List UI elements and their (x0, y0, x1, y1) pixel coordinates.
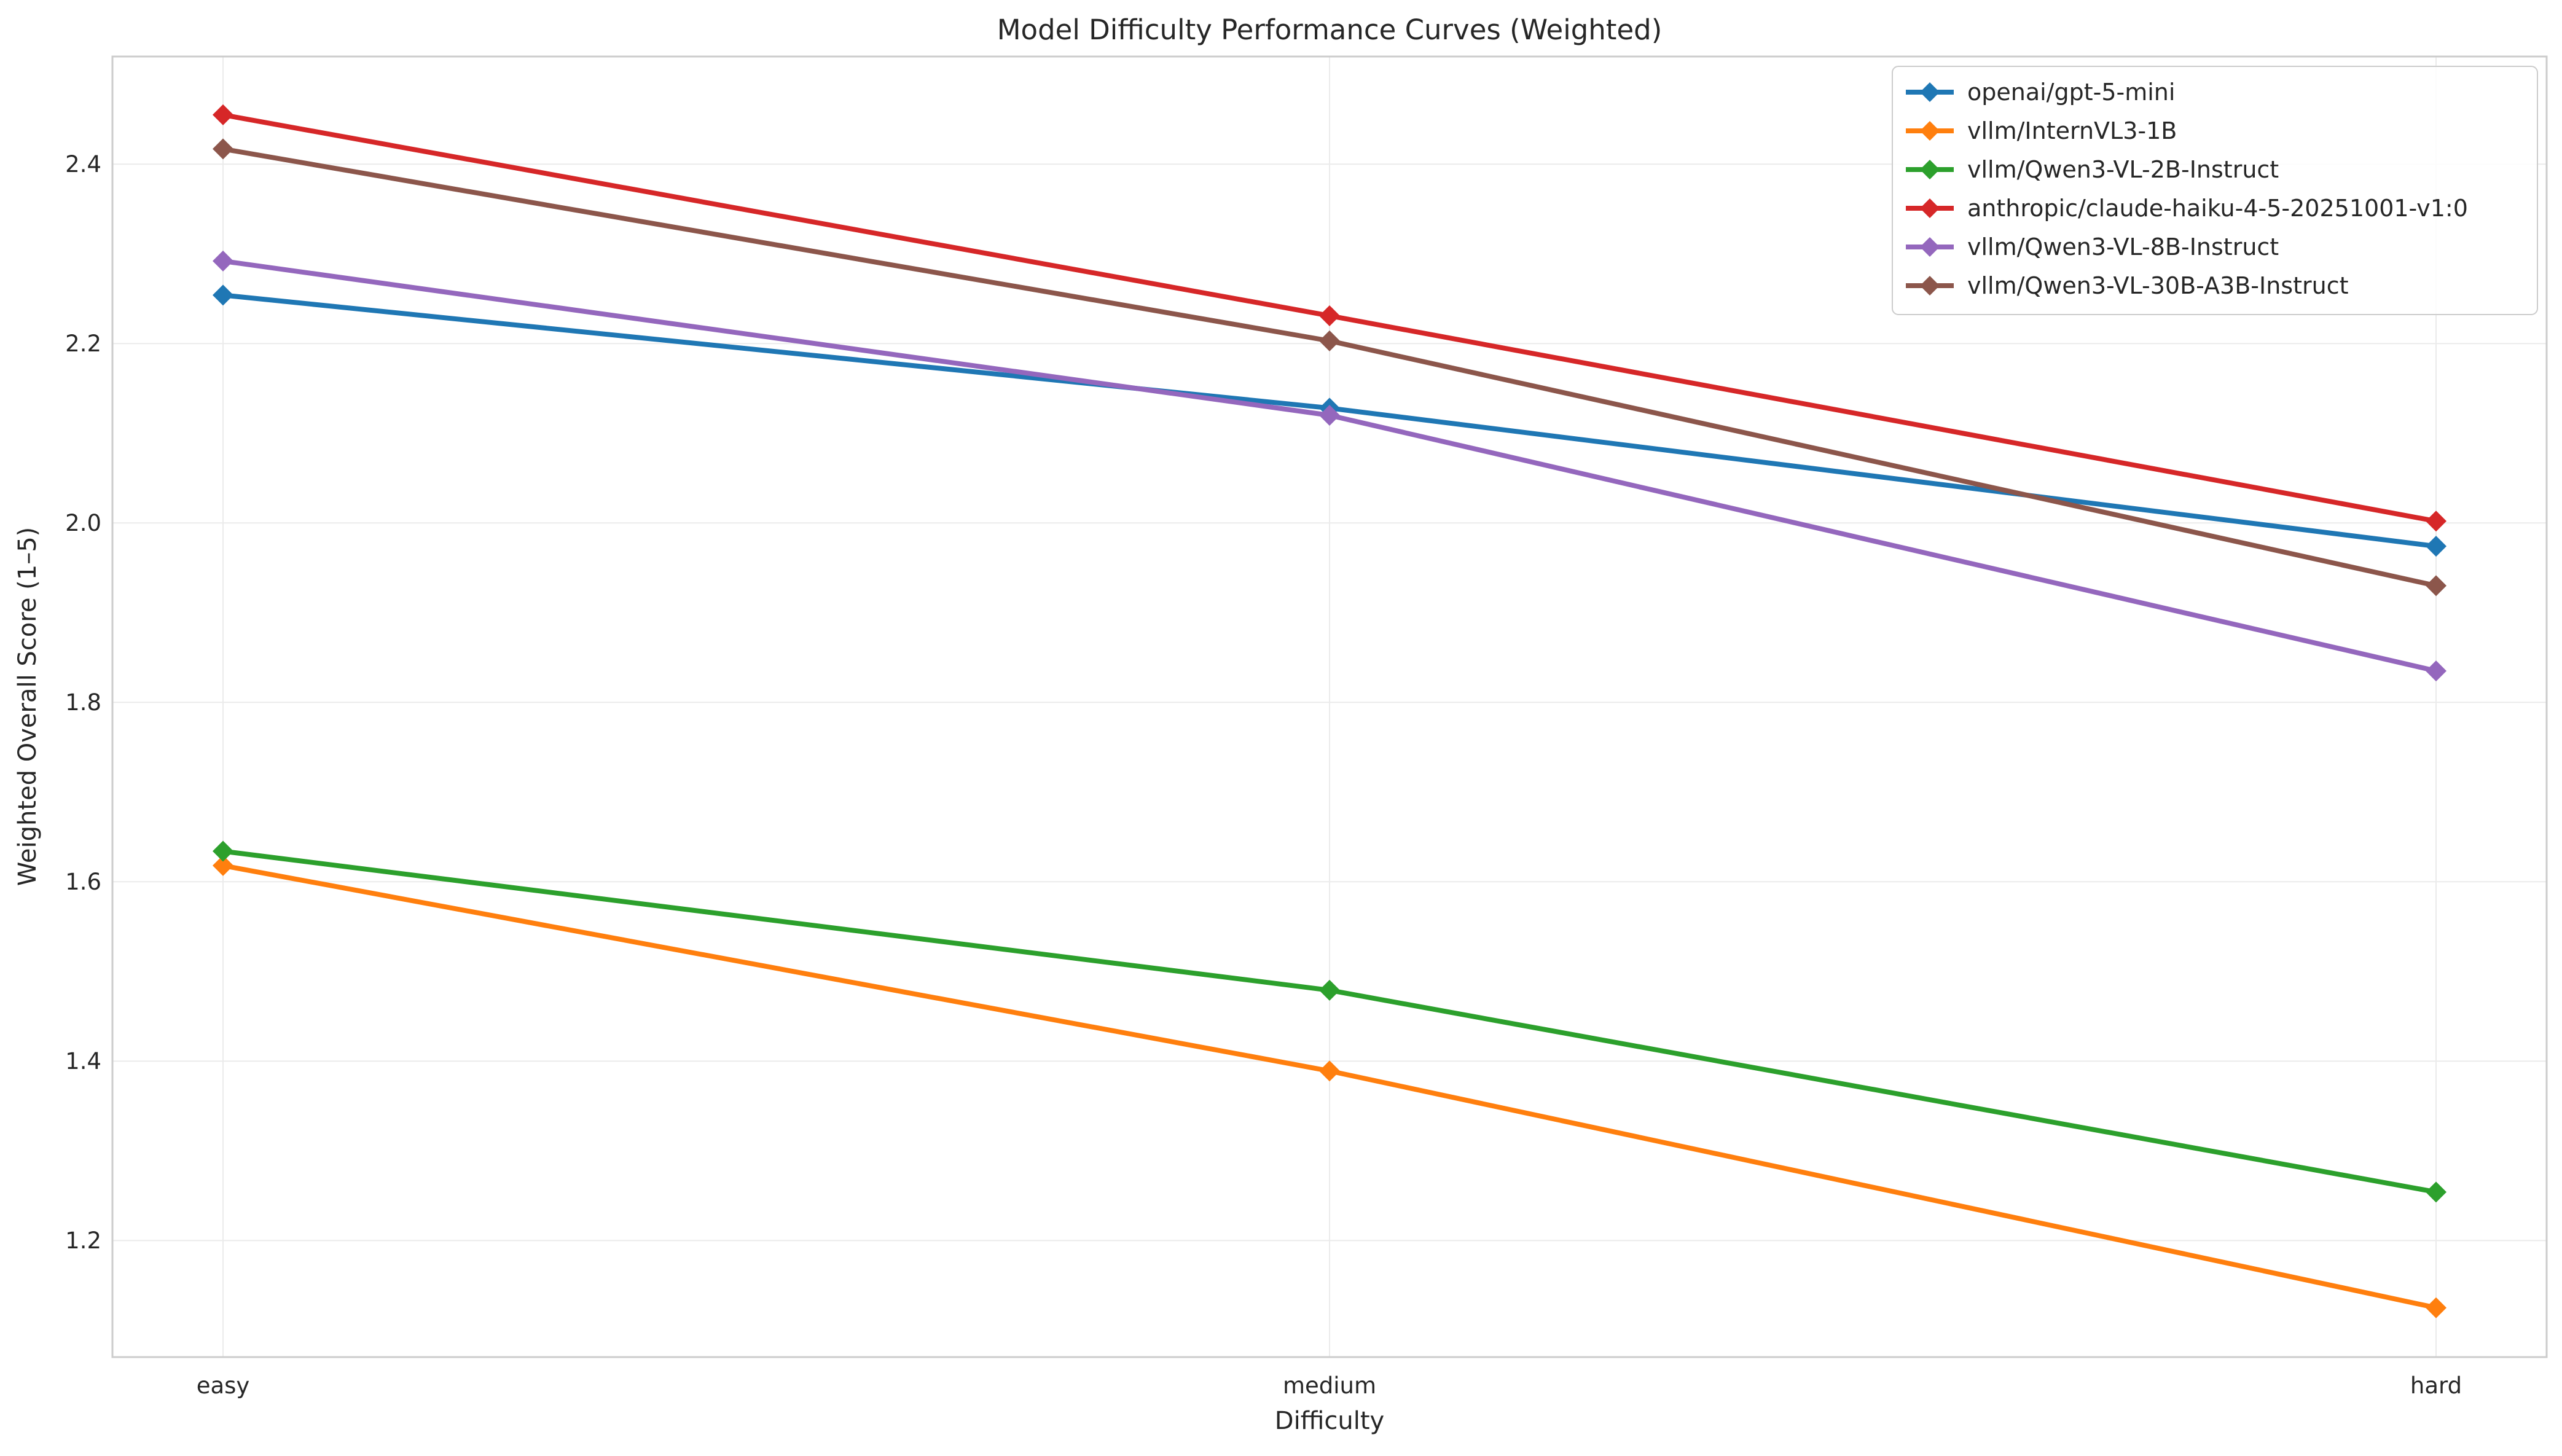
data-point-marker (2426, 1297, 2446, 1318)
chart-title: Model Difficulty Performance Curves (Wei… (997, 14, 1663, 46)
data-point-marker (2426, 575, 2446, 597)
legend-label: vllm/InternVL3-1B (1967, 117, 2177, 144)
data-point-marker (213, 855, 233, 876)
series-layer (213, 104, 2446, 1318)
y-axis-label: Weighted Overall Score (1–5) (14, 527, 42, 887)
x-tick-label: hard (2410, 1372, 2462, 1399)
x-tick-label: easy (197, 1372, 250, 1399)
legend-label: vllm/Qwen3-VL-30B-A3B-Instruct (1967, 272, 2349, 299)
y-tick-label: 2.0 (65, 510, 101, 536)
y-tick-label: 2.2 (65, 331, 101, 357)
legend-marker-swatch (1920, 198, 1940, 218)
y-tick-label: 1.4 (65, 1048, 101, 1074)
legend-marker-swatch (1920, 121, 1940, 141)
legend-box (1892, 66, 2538, 315)
data-point-marker (213, 138, 233, 160)
x-axis-label: Difficulty (1275, 1407, 1384, 1435)
y-tick-label: 2.4 (65, 151, 101, 178)
legend: openai/gpt-5-mini vllm/InternVL3-1B vllm/Q… (1892, 66, 2538, 315)
y-tick-label: 1.8 (65, 689, 101, 716)
data-point-marker (2426, 536, 2446, 557)
data-point-marker (1319, 1060, 1340, 1082)
data-point-marker (1319, 305, 1340, 326)
legend-label: vllm/Qwen3-VL-2B-Instruct (1967, 156, 2279, 183)
x-tick-label: medium (1283, 1372, 1376, 1399)
data-point-marker (1319, 405, 1340, 426)
data-point-marker (213, 840, 233, 862)
data-point-marker (213, 104, 233, 125)
data-point-marker (213, 284, 233, 306)
y-tick-label: 1.2 (65, 1227, 101, 1254)
legend-label: anthropic/claude-haiku-4-5-20251001-v1:0 (1967, 195, 2468, 222)
data-point-marker (2426, 660, 2446, 682)
data-point-marker (2426, 1181, 2446, 1203)
legend-marker-swatch (1920, 160, 1940, 179)
data-point-marker (1319, 330, 1340, 351)
legend-label: openai/gpt-5-mini (1967, 79, 2175, 106)
legend-marker-swatch (1920, 237, 1940, 257)
data-point-marker (1319, 979, 1340, 1001)
data-point-marker (213, 250, 233, 272)
tick-layer: 1.2 1.4 1.6 1.8 2.0 2.2 2.4 easy medium hard (65, 151, 2462, 1399)
plot-frame (111, 55, 2548, 1358)
legend-marker-swatch (1920, 276, 1940, 296)
legend-marker-swatch (1920, 82, 1940, 102)
data-point-marker (2426, 511, 2446, 532)
legend-label: vllm/Qwen3-VL-8B-Instruct (1967, 233, 2279, 260)
y-tick-label: 1.6 (65, 869, 101, 895)
